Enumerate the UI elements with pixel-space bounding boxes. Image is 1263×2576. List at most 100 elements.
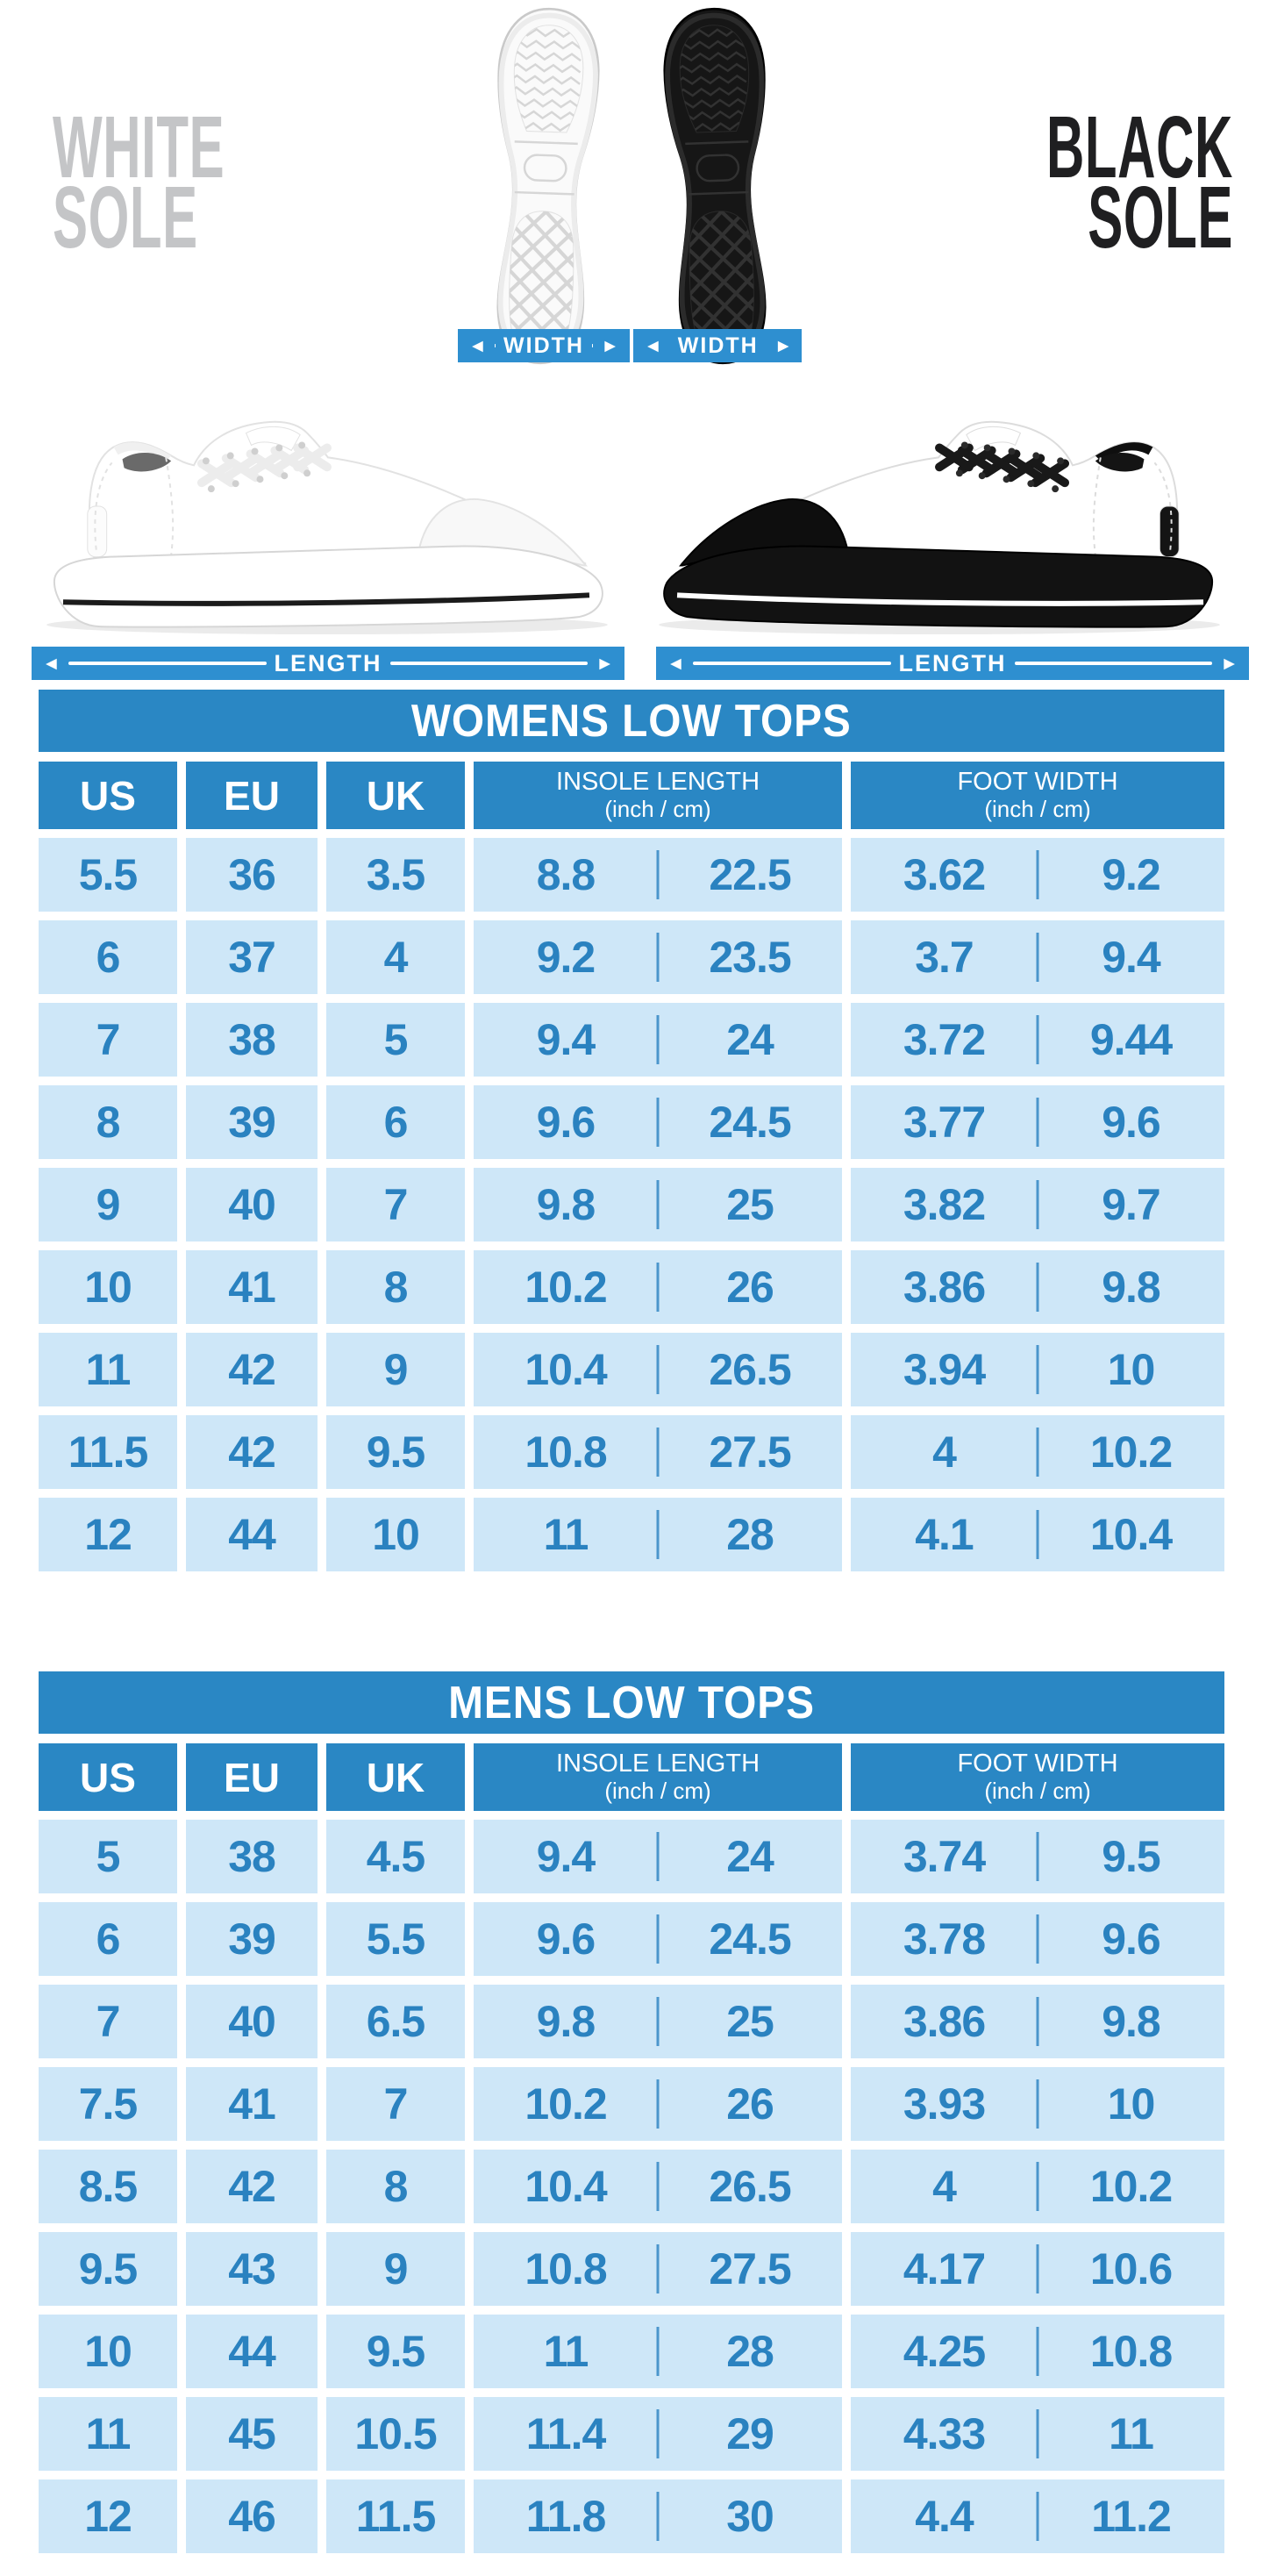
- value-inch: 3.74: [903, 1832, 986, 1881]
- size-cell: 9.5: [326, 1415, 465, 1489]
- size-cell: 45: [186, 2397, 318, 2471]
- value-inch: 4.4: [915, 2492, 974, 2541]
- measurement-cell: 10.8 27.5: [474, 2232, 842, 2306]
- value-inch: 10.8: [524, 1428, 607, 1477]
- measurement-cell: 10.8 27.5: [474, 1415, 842, 1489]
- width-label: WIDTH: [503, 333, 584, 358]
- column-header-label: INSOLE LENGTH: [555, 1749, 760, 1778]
- size-cell: 4.5: [326, 1820, 465, 1893]
- table-row: 5 38 4.5 9.4 24 3.74 9.5: [39, 1820, 1224, 1893]
- size-cell: 7.5: [39, 2067, 177, 2141]
- table-row: 6 37 4 9.2 23.5 3.7 9.4: [39, 920, 1224, 994]
- width-banner-black: ◄ WIDTH ►: [633, 329, 802, 362]
- size-cell: 12: [39, 1498, 177, 1571]
- value-cm: 22.5: [709, 850, 791, 899]
- table-title-text: MENS LOW TOPS: [448, 1677, 815, 1728]
- column-header-us: US: [39, 1743, 177, 1811]
- length-banner-black: ◄ LENGTH ►: [656, 647, 1249, 680]
- measurement-cell: 3.62 9.2: [851, 838, 1224, 912]
- size-cell: 8: [39, 1085, 177, 1159]
- size-cell: 3.5: [326, 838, 465, 912]
- table-body: 5 38 4.5 9.4 24 3.74 9.5 6 39 5.5 9.6 24.5 3.78 9.6 7 4…: [39, 1820, 1224, 2553]
- size-cell: 7: [326, 2067, 465, 2141]
- black-sole-heading-line2: SOLE: [1088, 168, 1233, 267]
- value-inch: 3.94: [903, 1345, 986, 1394]
- size-cell: 5: [326, 1003, 465, 1077]
- white-sole-image: [456, 3, 633, 369]
- value-inch: 10.2: [524, 1263, 607, 1312]
- cell-divider: [1036, 1428, 1039, 1477]
- table-row: 11 45 10.5 11.4 29 4.33 11: [39, 2397, 1224, 2471]
- measurement-cell: 11.8 30: [474, 2479, 842, 2553]
- table-title: MENS LOW TOPS: [39, 1671, 1224, 1734]
- column-header-foot-width: FOOT WIDTH (inch / cm): [851, 1743, 1224, 1811]
- cell-divider: [1036, 1180, 1039, 1229]
- value-cm: 25: [726, 1997, 774, 2046]
- size-cell: 10: [326, 1498, 465, 1571]
- measurement-cell: 3.7 9.4: [851, 920, 1224, 994]
- size-cell: 39: [186, 1085, 318, 1159]
- white-sole-heading-line1: WHITE: [53, 98, 225, 197]
- table-row: 9.5 43 9 10.8 27.5 4.17 10.6: [39, 2232, 1224, 2306]
- cell-divider: [656, 1263, 660, 1312]
- arrow-left-icon: ◄: [468, 335, 487, 356]
- table-row: 12 46 11.5 11.8 30 4.4 11.2: [39, 2479, 1224, 2553]
- value-cm: 9.4: [1102, 933, 1161, 982]
- table-row: 7.5 41 7 10.2 26 3.93 10: [39, 2067, 1224, 2141]
- size-cell: 11: [39, 1333, 177, 1406]
- table-row: 6 39 5.5 9.6 24.5 3.78 9.6: [39, 1902, 1224, 1976]
- size-cell: 42: [186, 2150, 318, 2223]
- value-cm: 9.7: [1102, 1180, 1161, 1229]
- cell-divider: [656, 1832, 660, 1881]
- value-inch: 9.6: [536, 1098, 596, 1147]
- value-inch: 3.93: [903, 2079, 986, 2129]
- size-cell: 9: [39, 1168, 177, 1241]
- size-cell: 6: [39, 920, 177, 994]
- value-inch: 9.8: [536, 1180, 596, 1229]
- value-inch: 3.72: [903, 1015, 986, 1064]
- size-cell: 41: [186, 1250, 318, 1324]
- cell-divider: [656, 2079, 660, 2129]
- value-cm: 30: [726, 2492, 774, 2541]
- size-table: WOMENS LOW TOPS US EU UK INSOLE LENGTH (inch…: [39, 690, 1224, 1571]
- measurement-cell: 3.77 9.6: [851, 1085, 1224, 1159]
- cell-divider: [1036, 2409, 1039, 2458]
- cell-divider: [656, 850, 660, 899]
- value-cm: 28: [726, 2327, 774, 2376]
- value-inch: 10.2: [524, 2079, 607, 2129]
- length-banner-white: ◄ LENGTH ►: [32, 647, 624, 680]
- column-header-eu: EU: [186, 1743, 318, 1811]
- value-cm: 9.2: [1102, 850, 1161, 899]
- measurement-cell: 9.6 24.5: [474, 1902, 842, 1976]
- cell-divider: [656, 1098, 660, 1147]
- value-inch: 4.33: [903, 2409, 986, 2458]
- measurement-cell: 4.4 11.2: [851, 2479, 1224, 2553]
- value-cm: 11: [1109, 2409, 1154, 2458]
- arrow-left-icon: ◄: [42, 653, 61, 674]
- value-inch: 4: [932, 1428, 957, 1477]
- white-sole-heading: WHITE SOLE: [53, 98, 339, 261]
- measurement-cell: 10.2 26: [474, 2067, 842, 2141]
- value-inch: 4.25: [903, 2327, 986, 2376]
- size-cell: 44: [186, 2315, 318, 2388]
- arrow-left-icon: ◄: [644, 335, 662, 356]
- measurement-cell: 10.4 26.5: [474, 1333, 842, 1406]
- measurement-cell: 11 28: [474, 2315, 842, 2388]
- cell-divider: [656, 1428, 660, 1477]
- white-shoe-image: [46, 421, 608, 635]
- measurement-cell: 4 10.2: [851, 1415, 1224, 1489]
- value-inch: 9.4: [536, 1832, 596, 1881]
- table-row: 8.5 42 8 10.4 26.5 4 10.2: [39, 2150, 1224, 2223]
- size-cell: 44: [186, 1498, 318, 1571]
- length-label: LENGTH: [274, 649, 382, 676]
- cell-divider: [1036, 933, 1039, 982]
- column-header-units: (inch / cm): [984, 1778, 1091, 1805]
- measurement-cell: 4 10.2: [851, 2150, 1224, 2223]
- value-inch: 3.62: [903, 850, 986, 899]
- cell-divider: [656, 2327, 660, 2376]
- cell-divider: [1036, 2079, 1039, 2129]
- value-cm: 26: [726, 2079, 774, 2129]
- column-header-label: FOOT WIDTH: [957, 767, 1118, 796]
- value-inch: 3.82: [903, 1180, 986, 1229]
- size-cell: 10: [39, 1250, 177, 1324]
